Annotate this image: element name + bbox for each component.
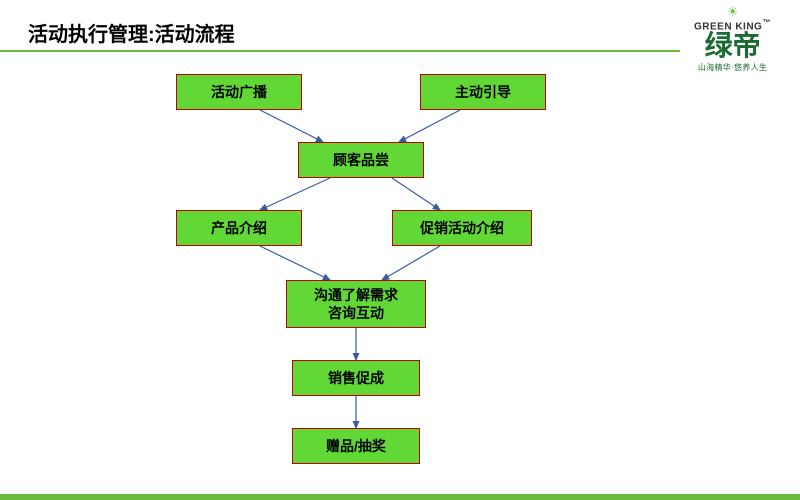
flow-node-n7: 销售促成	[292, 360, 420, 396]
brand-logo: ☀ GREEN KING™ 绿帝 山海精华·悠养人生	[694, 4, 771, 73]
slide: 活动执行管理:活动流程 ☀ GREEN KING™ 绿帝 山海精华·悠养人生 活…	[0, 0, 800, 500]
flow-node-n5: 促销活动介绍	[392, 210, 532, 246]
flow-node-n2: 主动引导	[420, 74, 546, 110]
edge-n2-n3	[399, 110, 460, 142]
logo-chinese: 绿帝	[694, 32, 771, 60]
flowchart-edges	[0, 0, 800, 500]
flow-node-n4: 产品介绍	[176, 210, 302, 246]
title-underline	[0, 50, 680, 52]
flow-node-n6: 沟通了解需求 咨询互动	[286, 280, 426, 328]
edge-n4-n6	[260, 246, 330, 280]
flow-node-n8: 赠品/抽奖	[292, 428, 420, 464]
bottom-accent-bar	[0, 494, 800, 500]
edge-n1-n3	[260, 110, 323, 142]
flow-node-n1: 活动广播	[176, 74, 302, 110]
page-title: 活动执行管理:活动流程	[28, 18, 235, 47]
flow-node-n3: 顾客品尝	[298, 142, 424, 178]
edge-n3-n4	[260, 178, 330, 210]
edge-n5-n6	[382, 246, 440, 280]
edge-n3-n5	[392, 178, 440, 210]
logo-tagline: 山海精华·悠养人生	[694, 62, 771, 73]
